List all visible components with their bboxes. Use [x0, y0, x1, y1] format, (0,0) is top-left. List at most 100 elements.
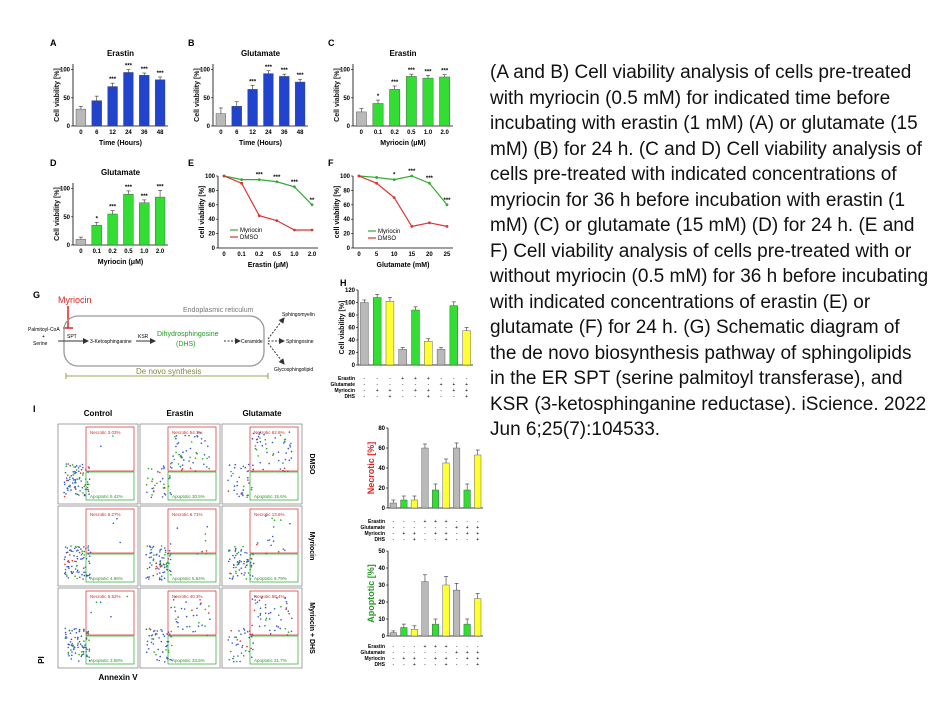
flow-event-dot: [289, 522, 291, 525]
treatment-cell: +: [465, 388, 468, 394]
treatment-cell: +: [388, 388, 391, 394]
treatment-cell: -: [435, 662, 437, 668]
flow-event-dot: [74, 636, 76, 639]
significance-label: ***: [157, 184, 165, 190]
flow-event-dot: [252, 562, 255, 565]
flow-event-dot: [177, 616, 179, 618]
data-point: [375, 181, 378, 185]
significance-label: ***: [281, 68, 289, 74]
flow-event-dot: [177, 442, 180, 444]
flow-y-axis-label: PI: [37, 656, 46, 664]
legend-e: Myriocin DMSO: [230, 228, 262, 241]
flow-event-dot: [235, 636, 238, 638]
flow-event-dot: [240, 493, 242, 495]
bar: [436, 349, 446, 366]
treatment-cell: -: [415, 394, 417, 400]
flow-event-dot: [82, 578, 84, 580]
flow-event-dot: [160, 578, 162, 581]
flow-event-dot: [236, 481, 238, 483]
flow-event-dot: [66, 565, 68, 568]
flow-event-dot: [72, 479, 75, 481]
flow-event-dot: [84, 644, 86, 647]
significance-label: ***: [141, 194, 149, 200]
panel-letter-e: E: [188, 158, 194, 168]
significance-label: ***: [125, 185, 133, 191]
flow-event-dot: [66, 575, 68, 577]
flow-event-dot: [203, 463, 205, 466]
flow-event-dot: [67, 489, 69, 492]
flow-event-dot: [232, 566, 235, 569]
x-tick-label: 6: [235, 130, 239, 136]
flow-event-dot: [79, 490, 81, 492]
flow-event-dot: [145, 483, 148, 486]
flow-event-dot: [243, 485, 245, 488]
flow-event-dot: [263, 433, 265, 436]
flow-event-dot: [240, 652, 243, 654]
flow-event-dot: [75, 632, 78, 634]
y-tick-label: 0: [382, 506, 386, 512]
treatment-cell: +: [466, 525, 469, 531]
panel-letter-b: B: [188, 38, 195, 48]
treatment-cell: -: [389, 376, 391, 382]
flow-event-dot: [236, 639, 239, 641]
flow-event-dot: [80, 554, 83, 556]
flow-event-dot: [72, 471, 74, 473]
chart-i-necrotic: 0 20 40 60 80 Necrotic [%]: [366, 426, 483, 512]
flow-event-dot: [173, 458, 175, 461]
treatment-cell: -: [466, 662, 468, 668]
flow-event-dot: [244, 572, 246, 574]
treatment-cell: -: [440, 376, 442, 382]
flow-event-dot: [170, 574, 172, 576]
flow-event-dot: [279, 434, 282, 437]
apoptotic-gate: [249, 635, 299, 665]
data-point: [357, 174, 361, 178]
flow-event-dot: [235, 554, 237, 557]
flow-event-dot: [206, 457, 208, 460]
flow-event-dot: [152, 574, 155, 577]
flow-event-dot: [84, 646, 86, 649]
flow-event-dot: [148, 576, 150, 578]
y-tick-label: 40: [378, 466, 385, 472]
treatment-cell: -: [392, 650, 394, 656]
flow-event-dot: [80, 655, 83, 658]
schematic-myriocin: Myriocin: [58, 295, 92, 305]
treatment-row-label: Myriocin: [334, 388, 355, 394]
flow-event-dot: [147, 477, 149, 480]
chart-b: 0 50 100 0 6 *** 12 *** 24 *** 36 *** 48 Glutamate Tim…: [194, 49, 308, 147]
flow-event-dot: [284, 438, 287, 441]
flow-event-dot: [228, 549, 230, 551]
x-tick-label: 5: [375, 252, 379, 258]
flow-event-dot: [194, 457, 197, 460]
flow-event-dot: [272, 526, 275, 528]
flow-plot-frame: [139, 587, 221, 669]
y-tick-label: 0: [67, 243, 71, 249]
significance-label: ***: [256, 173, 264, 179]
flow-event-dot: [183, 608, 186, 610]
flow-event-dot: [162, 651, 164, 653]
flow-event-dot: [75, 469, 78, 471]
flow-event-dot: [284, 628, 287, 630]
x-tick-label: 0: [219, 130, 223, 136]
y-tick-label: 50: [203, 96, 210, 102]
flow-event-dot: [180, 456, 183, 458]
flow-event-dot: [81, 557, 84, 560]
flow-event-dot: [174, 435, 176, 438]
significance-label: ***: [408, 68, 416, 74]
y-tick-label: 0: [207, 124, 211, 130]
flow-event-dot: [256, 542, 259, 544]
flow-event-dot: [87, 490, 90, 493]
treatment-cell: +: [476, 531, 479, 537]
flow-event-dot: [177, 626, 179, 628]
flow-event-dot: [82, 472, 84, 474]
flow-event-dot: [229, 558, 231, 560]
flow-event-dot: [73, 547, 76, 550]
flow-event-dot: [264, 604, 267, 606]
flow-event-dot: [246, 496, 248, 499]
schematic-er-label: Endoplasmic reticulum: [183, 307, 254, 314]
flow-event-dot: [76, 478, 78, 480]
flow-event-dot: [240, 467, 242, 470]
flow-event-dot: [239, 660, 241, 663]
flow-event-dot: [227, 479, 229, 482]
flow-event-dot: [162, 633, 165, 636]
